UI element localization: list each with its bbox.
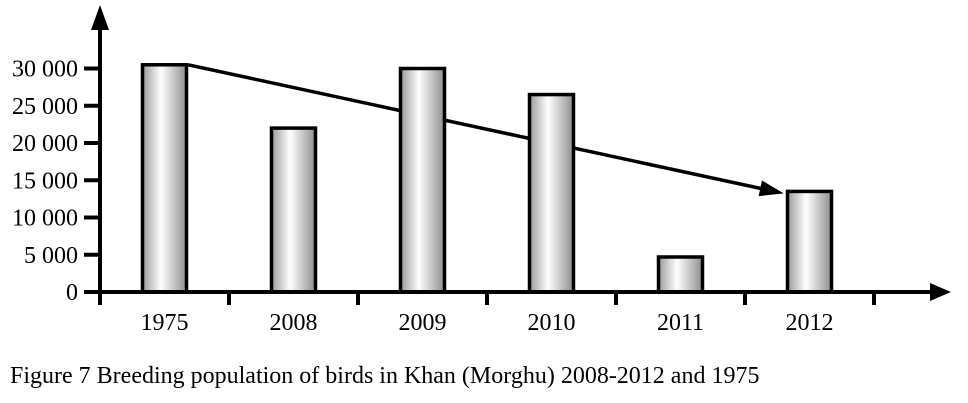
x-category-label: 2012 [786,310,834,336]
y-tick-label: 5 000 [24,243,78,269]
bar-2011 [656,255,705,294]
x-category-label: 1975 [141,310,189,336]
figure-caption: Figure 7 Breeding population of birds in… [10,363,760,389]
bar-2009 [398,66,447,294]
trend-arrow-line [187,63,765,191]
y-tick-label: 25 000 [12,94,78,120]
x-category-label: 2010 [528,310,576,336]
bar-chart-svg: 0 5 000 10 000 15 000 20 000 25 000 30 000 1975… [12,5,951,336]
bar-2012 [785,189,834,294]
bar-2008 [269,126,318,294]
x-axis-arrowhead-icon [930,283,951,301]
y-tick-label: 10 000 [12,206,78,232]
x-category-label: 2009 [399,310,447,336]
x-category-label: 2008 [270,310,318,336]
bar-1975 [140,63,189,294]
bar-chart: 0 5 000 10 000 15 000 20 000 25 000 30 000 1975… [12,5,951,336]
y-tick-label: 15 000 [12,168,78,194]
x-category-label: 2011 [657,310,704,336]
y-tick-label: 30 000 [12,57,78,83]
bar-2010 [527,92,576,294]
trend-arrowhead-icon [758,180,784,197]
y-tick-label: 0 [66,280,78,306]
y-axis-arrowhead-icon [91,5,109,30]
y-tick-label: 20 000 [12,131,78,157]
